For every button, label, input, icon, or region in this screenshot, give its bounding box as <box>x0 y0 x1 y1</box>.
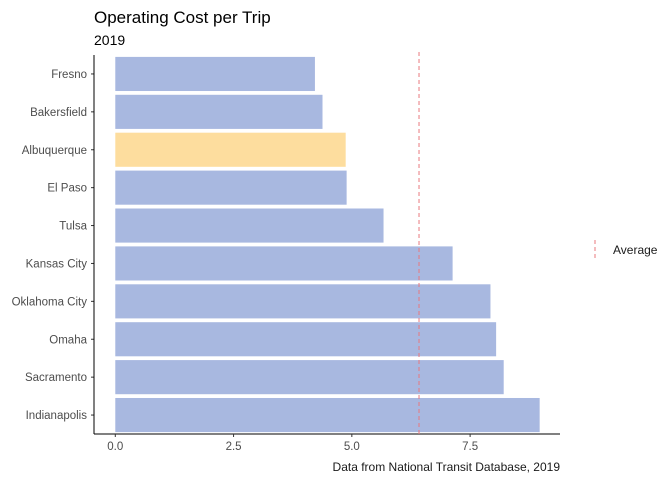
y-tick-label-bakersfield: Bakersfield <box>30 107 87 119</box>
legend: Average <box>594 240 658 260</box>
y-tick-label-oklahoma-city: Oklahoma City <box>12 296 88 308</box>
x-axis: 0.0 2.5 5.0 7.5 <box>94 433 560 453</box>
y-tick-label-sacramento: Sacramento <box>25 372 87 384</box>
bar-bakersfield <box>115 94 323 129</box>
chart-subtitle: 2019 <box>94 32 125 48</box>
x-tick-label-1: 2.5 <box>226 441 242 453</box>
bar-oklahoma-city <box>115 284 491 319</box>
x-tick-label-2: 5.0 <box>344 441 360 453</box>
y-tick-label-indianapolis: Indianapolis <box>26 410 88 422</box>
legend-label-average: Average <box>613 243 658 257</box>
y-tick-label-omaha: Omaha <box>49 334 87 346</box>
bar-el-paso <box>115 170 347 205</box>
bar-kansas-city <box>115 246 453 281</box>
bar-sacramento <box>115 360 504 395</box>
bars-group <box>115 56 540 433</box>
bar-omaha <box>115 322 497 357</box>
bar-tulsa <box>115 208 384 243</box>
bar-fresno <box>115 56 315 92</box>
bar-albuquerque <box>115 132 346 167</box>
x-tick-label-0: 0.0 <box>107 441 123 453</box>
chart-title: Operating Cost per Trip <box>94 8 271 27</box>
y-tick-label-kansas-city: Kansas City <box>26 258 88 270</box>
y-tick-label-tulsa: Tulsa <box>59 221 87 233</box>
y-tick-labels: Fresno Bakersfield Albuquerque El Paso Tulsa… <box>12 69 94 422</box>
chart-caption: Data from National Transit Database, 201… <box>333 460 561 474</box>
y-tick-label-albuquerque: Albuquerque <box>22 145 87 157</box>
x-tick-label-3: 7.5 <box>462 441 478 453</box>
bar-indianapolis <box>115 397 540 433</box>
y-tick-label-el-paso: El Paso <box>47 183 87 195</box>
y-tick-label-fresno: Fresno <box>51 69 87 81</box>
